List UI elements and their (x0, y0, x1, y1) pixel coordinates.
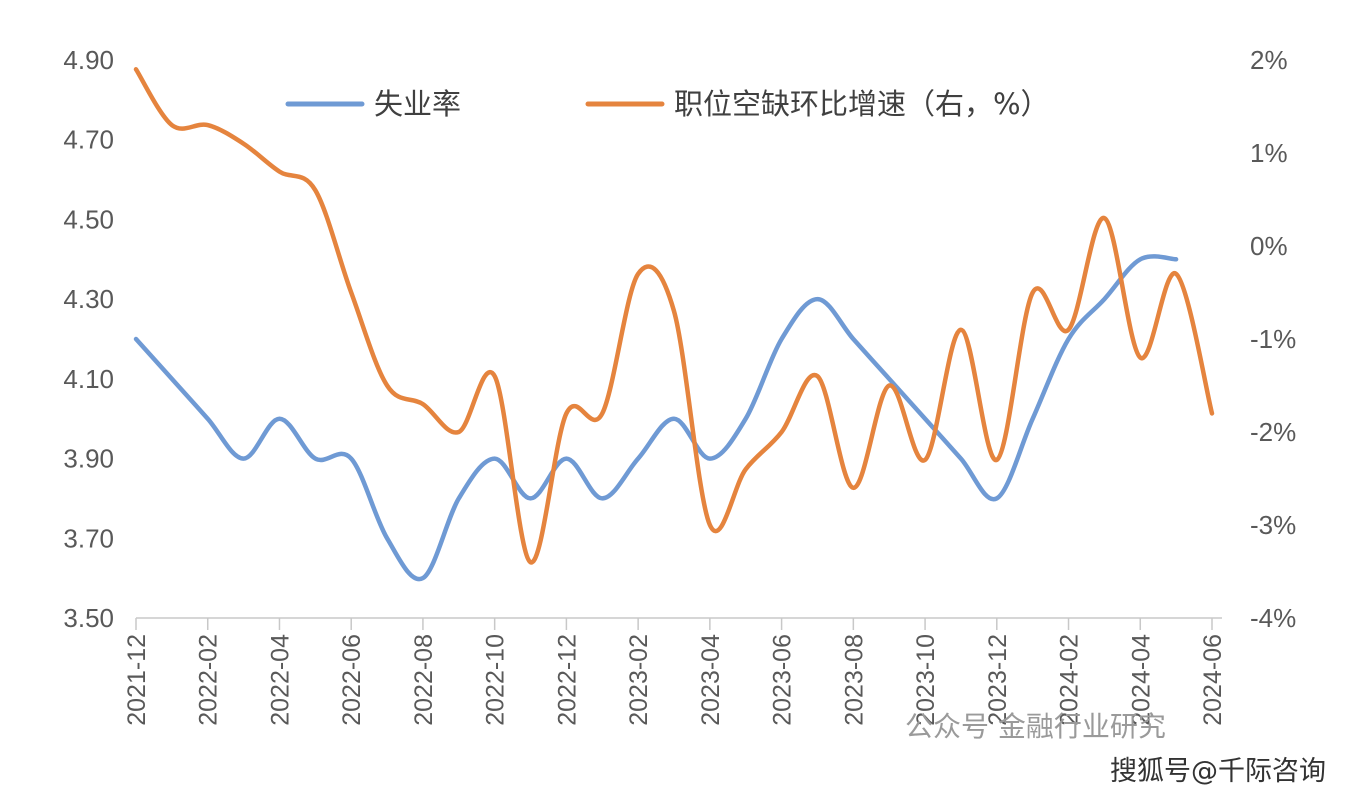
left-tick-label: 3.50 (63, 603, 114, 633)
right-tick-label: -3% (1250, 510, 1296, 540)
x-tick-label: 2023-10 (912, 634, 940, 726)
x-tick-label: 2024-06 (1199, 634, 1227, 726)
series-lines (133, 67, 1215, 582)
x-tick-label: 2024-02 (1056, 634, 1084, 726)
x-tick-label: 2022-12 (553, 634, 581, 726)
watermark: 公众号 金融行业研究 (905, 710, 1166, 743)
x-tick-label: 2022-02 (195, 634, 223, 726)
right-axis-ticks: 2% 1% 0% -1% -2% -3% -4% (1250, 45, 1296, 633)
right-tick-label: 1% (1250, 138, 1288, 168)
right-tick-label: -4% (1250, 603, 1296, 633)
x-tick-label: 2023-06 (769, 634, 797, 726)
x-tick-label: 2023-02 (625, 634, 653, 726)
x-tick-label: 2023-12 (984, 634, 1012, 726)
left-tick-label: 4.70 (63, 125, 114, 155)
x-tick-label: 2021-12 (123, 634, 151, 726)
source-credit: 搜狐号@千际咨询 (1110, 756, 1326, 787)
x-tick-label: 2023-04 (697, 634, 725, 726)
left-tick-label: 4.50 (63, 204, 114, 234)
legend-label: 失业率 (374, 87, 461, 121)
x-tick-label: 2022-10 (482, 634, 510, 726)
left-tick-label: 4.30 (63, 284, 114, 314)
series-line-job-openings (133, 67, 1215, 565)
x-axis (135, 617, 1222, 630)
left-axis-ticks: 4.90 4.70 4.50 4.30 4.10 3.90 3.70 3.50 (63, 45, 114, 633)
right-tick-label: 0% (1250, 231, 1288, 261)
x-tick-label: 2022-08 (410, 634, 438, 726)
x-tick-label: 2022-04 (266, 634, 294, 726)
right-tick-label: 2% (1250, 45, 1288, 75)
right-tick-label: -2% (1250, 417, 1296, 447)
x-tick-label: 2024-04 (1127, 634, 1155, 726)
legend: 失业率 职位空缺环比增速（右，%） (285, 87, 1050, 121)
right-tick-label: -1% (1250, 324, 1296, 354)
left-tick-label: 3.90 (63, 444, 114, 474)
left-tick-label: 4.90 (63, 45, 114, 75)
x-tick-label: 2023-08 (840, 634, 868, 726)
legend-label: 职位空缺环比增速（右，%） (674, 87, 1050, 121)
left-tick-label: 4.10 (63, 364, 114, 394)
series-line-unemployment (133, 254, 1179, 582)
left-tick-label: 3.70 (63, 523, 114, 553)
x-axis-ticks: 2021-12 2022-02 2022-04 2022-06 2022-08 2022-… (123, 634, 1227, 726)
x-tick-label: 2022-06 (338, 634, 366, 726)
